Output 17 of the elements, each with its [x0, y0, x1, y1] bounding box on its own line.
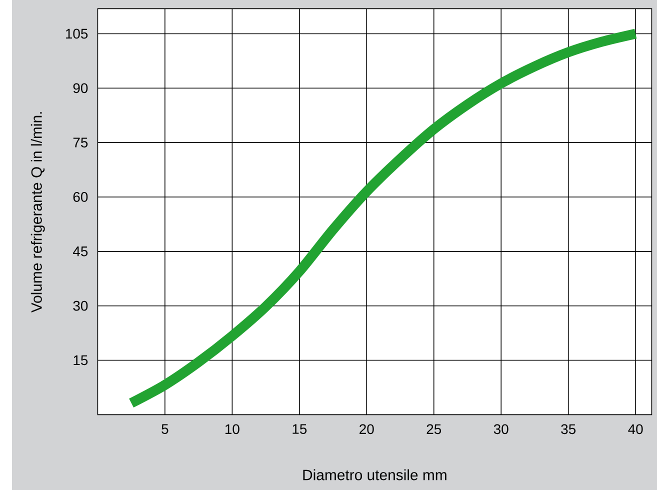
x-tick-label: 10: [225, 424, 240, 434]
y-tick-label: 45: [72, 246, 88, 256]
x-tick-label: 30: [494, 424, 508, 434]
x-axis-title: Diametro utensile mm: [303, 469, 446, 480]
y-tick-label: 75: [73, 138, 88, 148]
x-tick-label: 20: [360, 424, 374, 434]
x-tick-label: 35: [561, 424, 576, 434]
y-tick-label: 90: [73, 83, 88, 94]
x-tick-label: 15: [292, 424, 307, 434]
y-tick-label: 15: [74, 355, 88, 366]
y-axis-title: Volume refrigerante Q in l/min.: [30, 112, 45, 313]
x-tick-label: 25: [426, 424, 442, 434]
y-tick-label: 60: [73, 192, 88, 202]
x-tick-label: 40: [628, 424, 643, 434]
x-tick-label: 5: [162, 424, 168, 434]
y-tick-label: 105: [66, 28, 88, 39]
y-tick-label: 30: [73, 300, 88, 311]
